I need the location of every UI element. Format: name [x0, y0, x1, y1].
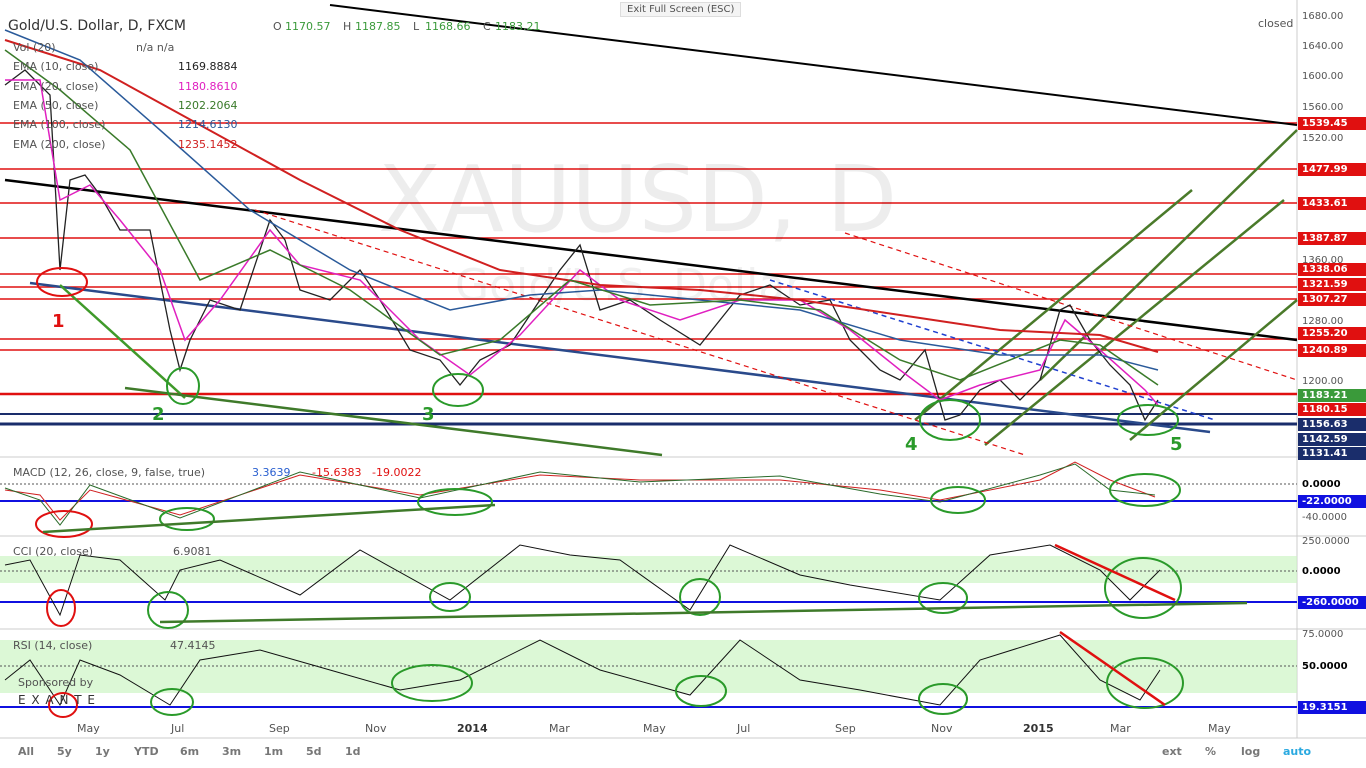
- macd-axis-label: -22.0000: [1298, 495, 1366, 508]
- macd-axis-label: 0.0000: [1298, 478, 1366, 491]
- ohlc-value: 1170.57: [285, 20, 331, 33]
- ohlc-key: O: [273, 20, 282, 33]
- indicator-name[interactable]: EMA (200, close): [13, 137, 106, 151]
- macd-value: 3.3639: [252, 466, 291, 479]
- price-axis-label: 1360.00: [1302, 255, 1344, 266]
- annotation-number: 4: [905, 434, 918, 455]
- watermark-name: Gold/U.S. Dollar: [455, 260, 804, 311]
- time-axis-label: Nov: [365, 722, 387, 735]
- indicator-value: 1235.1452: [178, 137, 238, 151]
- indicator-value: n/a n/a: [136, 41, 175, 54]
- time-axis-label: Jul: [737, 722, 751, 735]
- indicator-name[interactable]: EMA (20, close): [13, 79, 99, 93]
- range-button[interactable]: 6m: [180, 745, 200, 758]
- ohlc-key: L: [413, 20, 420, 33]
- annotation-number: 5: [1170, 434, 1183, 455]
- price-level-label: 1433.61: [1298, 197, 1366, 210]
- range-button[interactable]: 1y: [95, 745, 110, 758]
- scale-button[interactable]: ext: [1162, 745, 1182, 758]
- cci-axis-label: -260.0000: [1298, 596, 1366, 609]
- rsi-axis-label: 75.0000: [1302, 629, 1344, 640]
- time-axis-label: Nov: [931, 722, 953, 735]
- price-level-label: 1477.99: [1298, 163, 1366, 176]
- watermark: XAUUSD, D: [378, 146, 898, 253]
- price-axis-label: 1680.00: [1302, 11, 1344, 22]
- rsi-axis-label: 19.3151: [1298, 701, 1366, 714]
- rsi-axis-label: 50.0000: [1302, 661, 1348, 672]
- cci-axis-label: 0.0000: [1302, 566, 1341, 577]
- price-axis-label: 1560.00: [1302, 102, 1344, 113]
- range-button[interactable]: 3m: [222, 745, 242, 758]
- time-axis-label: Jul: [171, 722, 185, 735]
- range-button[interactable]: 1m: [264, 745, 284, 758]
- indicator-name[interactable]: EMA (10, close): [13, 60, 99, 74]
- exit-button[interactable]: Exit Full Screen (ESC): [620, 2, 742, 17]
- price-level-label: 1156.63: [1298, 418, 1366, 431]
- indicator-value: 1180.8610: [178, 79, 238, 93]
- time-axis-label: 2014: [457, 722, 488, 735]
- price-level-label: 1183.21: [1298, 389, 1366, 402]
- indicator-value: 1202.2064: [178, 98, 238, 112]
- price-axis-label: 1600.00: [1302, 71, 1344, 82]
- status: closed: [1258, 17, 1294, 30]
- price-level-label: 1539.45: [1298, 117, 1366, 130]
- ohlc-value: 1183.21: [495, 20, 541, 33]
- price-level-label: 1321.59: [1298, 278, 1366, 291]
- time-axis-label: Sep: [835, 722, 856, 735]
- ohlc-key: C: [483, 20, 491, 33]
- price-axis-label: 1200.00: [1302, 376, 1344, 387]
- rsi-value: 47.4145: [170, 639, 216, 652]
- range-button[interactable]: 5d: [306, 745, 322, 758]
- sponsor-brand[interactable]: E X A N T E: [18, 693, 96, 707]
- ohlc-value: 1168.66: [425, 20, 471, 33]
- price-level-label: 1240.89: [1298, 344, 1366, 357]
- time-axis-label: May: [77, 722, 100, 735]
- scale-button[interactable]: %: [1205, 745, 1217, 758]
- ohlc-value: 1187.85: [355, 20, 401, 33]
- price-axis-label: 1640.00: [1302, 41, 1344, 52]
- price-level-label: 1131.41: [1298, 447, 1366, 460]
- time-axis-label: Mar: [1110, 722, 1131, 735]
- price-level-label: 1255.20: [1298, 327, 1366, 340]
- macd-axis-label: -40.0000: [1302, 512, 1347, 523]
- annotation-number: 2: [152, 404, 165, 425]
- macd-value: -15.6383: [312, 466, 362, 479]
- annotation-number: 3: [422, 404, 435, 425]
- price-level-label: 1307.27: [1298, 293, 1366, 306]
- indicator-name[interactable]: EMA (50, close): [13, 98, 99, 112]
- range-button[interactable]: 1d: [345, 745, 361, 758]
- macd-value: -19.0022: [372, 466, 422, 479]
- ohlc-key: H: [343, 20, 352, 33]
- symbol-title[interactable]: Gold/U.S. Dollar, D, FXCM: [8, 18, 186, 34]
- range-button[interactable]: 5y: [57, 745, 72, 758]
- cci-label[interactable]: CCI (20, close): [13, 545, 94, 558]
- range-button[interactable]: All: [18, 745, 35, 758]
- time-axis-label: May: [643, 722, 666, 735]
- price-level-label: 1387.87: [1298, 232, 1366, 245]
- macd-label[interactable]: MACD (12, 26, close, 9, false, true): [13, 466, 206, 479]
- indicator-name[interactable]: EMA (100, close): [13, 118, 106, 132]
- scale-button[interactable]: auto: [1283, 745, 1312, 758]
- price-level-label: 1338.06: [1298, 263, 1366, 276]
- sponsor-text[interactable]: Sponsored by: [18, 676, 94, 689]
- time-axis-label: Mar: [549, 722, 570, 735]
- annotation-number: 1: [52, 311, 65, 332]
- indicator-name[interactable]: Vol (20): [13, 41, 56, 54]
- time-axis-label: Sep: [269, 722, 290, 735]
- price-axis-label: 1280.00: [1302, 316, 1344, 327]
- rsi-label[interactable]: RSI (14, close): [13, 639, 93, 652]
- range-button[interactable]: YTD: [134, 745, 159, 758]
- cci-axis-label: 250.0000: [1302, 536, 1350, 547]
- time-axis-label: 2015: [1023, 722, 1054, 735]
- price-level-label: 1180.15: [1298, 403, 1366, 416]
- scale-button[interactable]: log: [1241, 745, 1261, 758]
- price-axis-label: 1520.00: [1302, 133, 1344, 144]
- cci-value: 6.9081: [173, 545, 212, 558]
- indicator-value: 1169.8884: [178, 60, 238, 74]
- time-axis-label: May: [1208, 722, 1231, 735]
- indicator-value: 1214.6130: [178, 118, 238, 132]
- price-level-label: 1142.59: [1298, 433, 1366, 446]
